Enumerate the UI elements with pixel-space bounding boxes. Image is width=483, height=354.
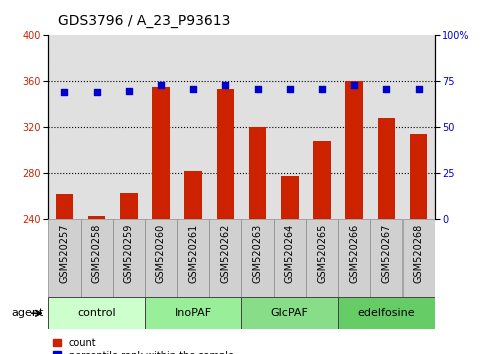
Bar [81,219,113,297]
Text: GlcPAF: GlcPAF [271,308,309,318]
Bar [88,216,105,219]
Bar [281,176,298,219]
Legend: count, percentile rank within the sample: count, percentile rank within the sample [53,338,234,354]
Text: control: control [77,308,116,318]
Bar [113,219,145,297]
Bar [48,297,145,329]
Text: GDS3796 / A_23_P93613: GDS3796 / A_23_P93613 [58,14,230,28]
Text: GSM520266: GSM520266 [349,223,359,282]
Text: GSM520263: GSM520263 [253,223,263,282]
Point [254,86,261,92]
Point [189,86,197,92]
Text: GSM520267: GSM520267 [382,223,391,283]
Point [222,82,229,88]
Bar [338,297,435,329]
Bar [410,134,427,219]
Text: GSM520264: GSM520264 [285,223,295,282]
Text: GSM520260: GSM520260 [156,223,166,282]
Point [318,86,326,92]
Point [286,86,294,92]
Text: GSM520259: GSM520259 [124,223,134,283]
Bar [48,219,81,297]
Bar [338,219,370,297]
Bar [402,219,435,297]
Bar [120,193,138,219]
Text: GSM520258: GSM520258 [92,223,101,283]
Text: GSM520268: GSM520268 [413,223,424,282]
Bar [345,81,363,219]
Point [157,82,165,88]
Text: edelfosine: edelfosine [357,308,415,318]
Text: GSM520262: GSM520262 [220,223,230,283]
Bar [152,87,170,219]
Bar [370,219,402,297]
Text: GSM520257: GSM520257 [59,223,70,283]
Bar [145,297,242,329]
Bar [209,219,242,297]
Bar [378,118,395,219]
Text: GSM520261: GSM520261 [188,223,198,282]
Bar [242,297,338,329]
Bar [242,219,274,297]
Bar [185,171,202,219]
Bar [249,127,267,219]
Bar [274,219,306,297]
Bar [56,194,73,219]
Bar [313,141,331,219]
Bar [145,219,177,297]
Point [125,88,133,93]
Point [415,86,423,92]
Point [383,86,390,92]
Text: InoPAF: InoPAF [175,308,212,318]
Point [350,82,358,88]
Bar [216,90,234,219]
Bar [177,219,209,297]
Point [60,90,68,95]
Text: agent: agent [11,308,43,318]
Text: GSM520265: GSM520265 [317,223,327,283]
Point [93,90,100,95]
Bar [306,219,338,297]
